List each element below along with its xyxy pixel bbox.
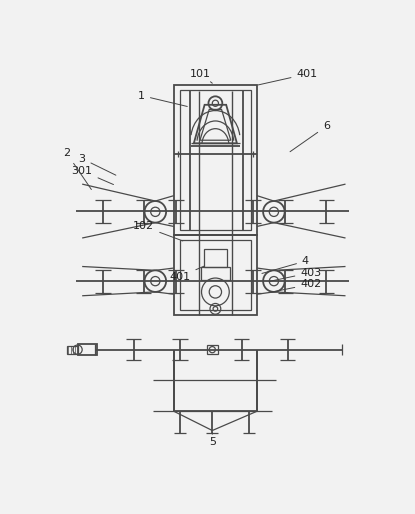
Text: 403: 403	[270, 268, 322, 281]
Text: 101: 101	[190, 69, 212, 83]
Bar	[204, 249, 227, 267]
Bar	[207, 345, 218, 354]
Text: 401: 401	[258, 69, 317, 85]
Text: 1: 1	[138, 90, 187, 106]
Text: 401: 401	[169, 266, 204, 282]
Text: 4: 4	[262, 256, 309, 273]
Text: 102: 102	[133, 222, 183, 241]
Bar	[174, 235, 257, 315]
Text: 6: 6	[290, 121, 330, 152]
Bar	[180, 90, 251, 230]
Bar	[201, 266, 230, 280]
Bar	[180, 241, 251, 309]
Text: 2: 2	[63, 149, 91, 190]
Text: 5: 5	[209, 433, 216, 447]
Text: 402: 402	[271, 279, 322, 292]
Bar	[78, 344, 97, 355]
Bar	[174, 85, 257, 235]
Bar	[67, 346, 78, 354]
Text: 301: 301	[72, 166, 113, 185]
Text: 3: 3	[79, 154, 116, 175]
